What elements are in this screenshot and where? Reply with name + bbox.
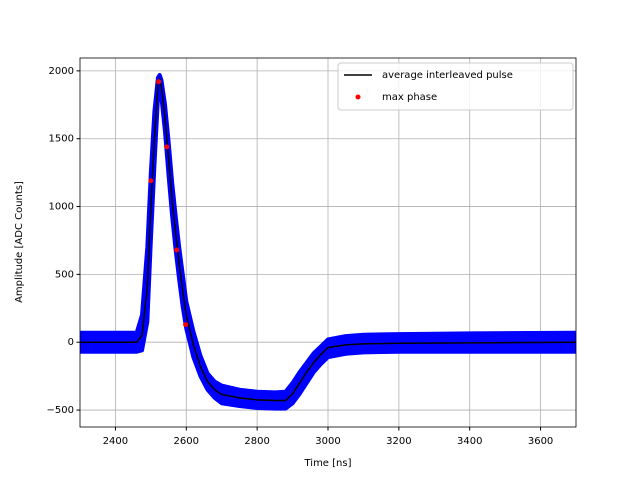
y-tick-label: −500 — [47, 405, 74, 416]
y-tick-label: 1500 — [49, 134, 74, 145]
line — [80, 76, 576, 402]
plot-area — [80, 72, 576, 411]
legend-label: average interleaved pulse — [382, 70, 513, 81]
x-tick-label: 3400 — [457, 436, 482, 447]
legend-label: max phase — [382, 92, 437, 103]
x-axis-label: Time [ns] — [303, 458, 351, 469]
scatter-point — [164, 144, 170, 150]
y-tick-label: 1000 — [49, 202, 74, 213]
data-band — [80, 72, 576, 411]
y-tick-label: 2000 — [49, 66, 74, 77]
axes-frame — [79, 57, 577, 428]
legend-marker — [355, 94, 361, 100]
scatter-point — [156, 79, 162, 85]
y-tick-label: 500 — [55, 269, 74, 280]
x-tick-label: 3600 — [528, 436, 553, 447]
x-tick-label: 2800 — [244, 436, 269, 447]
y-axis-label: Amplitude [ADC Counts] — [14, 181, 25, 303]
scatter-point — [183, 322, 189, 328]
x-tick-label: 2400 — [103, 436, 128, 447]
scatter-point — [148, 178, 154, 184]
y-tick-label: 0 — [68, 337, 74, 348]
x-tick-label: 3000 — [315, 436, 340, 447]
x-tick-label: 3200 — [386, 436, 411, 447]
legend-box — [337, 62, 574, 111]
scatter-point — [174, 247, 180, 253]
x-tick-label: 2600 — [174, 436, 199, 447]
